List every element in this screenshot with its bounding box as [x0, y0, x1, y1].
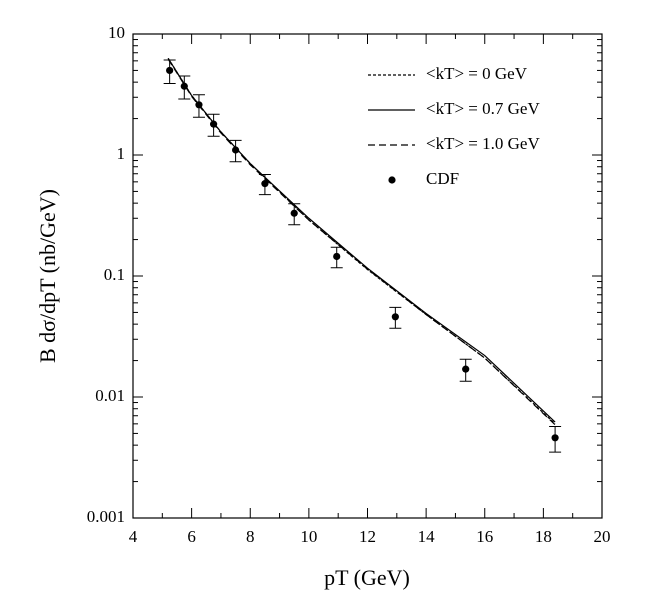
y-tick-label: 10: [108, 23, 125, 42]
legend-label: <kT> = 0 GeV: [426, 64, 528, 83]
x-tick-label: 10: [300, 527, 317, 546]
x-tick-label: 16: [476, 527, 493, 546]
data-point: [462, 365, 470, 373]
legend-label: <kT> = 0.7 GeV: [426, 99, 540, 118]
y-tick-label: 0.1: [104, 265, 125, 284]
x-tick-label: 18: [535, 527, 552, 546]
x-tick-label: 4: [129, 527, 138, 546]
x-tick-label: 12: [359, 527, 376, 546]
curve: [167, 58, 556, 426]
data-point: [290, 209, 298, 217]
x-tick-label: 6: [187, 527, 196, 546]
y-tick-label: 0.001: [87, 507, 125, 526]
data-point: [231, 146, 240, 154]
y-tick-label: 0.01: [95, 386, 125, 405]
data-point: [210, 120, 218, 128]
legend-label: CDF: [426, 169, 459, 188]
x-tick-label: 20: [594, 527, 611, 546]
data-point: [261, 180, 269, 188]
data-point: [551, 434, 559, 442]
x-axis-label: pT (GeV): [324, 565, 410, 590]
data-point: [166, 66, 174, 75]
data-point: [180, 82, 188, 90]
data-point: [195, 101, 203, 109]
data-point: [391, 313, 399, 321]
legend-marker: [388, 176, 396, 184]
y-axis-label: B dσ/dpT (nb/GeV): [35, 189, 60, 363]
x-tick-label: 8: [246, 527, 255, 546]
data-point: [333, 252, 341, 261]
y-tick-label: 1: [117, 144, 126, 163]
x-tick-label: 14: [418, 527, 436, 546]
legend-label: <kT> = 1.0 GeV: [426, 134, 540, 153]
